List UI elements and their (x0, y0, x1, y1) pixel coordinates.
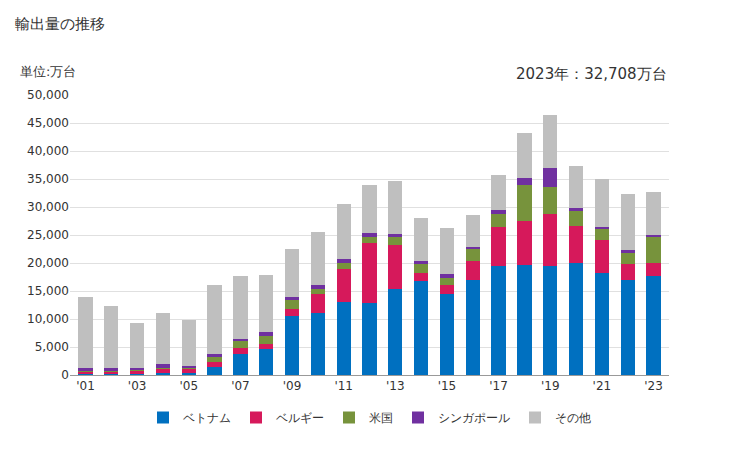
svg-text:30,000: 30,000 (27, 200, 69, 214)
svg-text:2023年：32,708万台: 2023年：32,708万台 (516, 65, 667, 83)
svg-text:'21: '21 (593, 379, 612, 393)
svg-text:シンガポール: シンガポール (438, 411, 510, 425)
svg-text:35,000: 35,000 (27, 172, 69, 186)
svg-text:米国: 米国 (369, 411, 393, 425)
svg-text:15,000: 15,000 (27, 284, 69, 298)
svg-text:ベルギー: ベルギー (276, 411, 324, 425)
svg-text:'11: '11 (334, 379, 353, 393)
svg-text:'15: '15 (438, 379, 457, 393)
svg-text:'07: '07 (231, 379, 250, 393)
svg-text:'17: '17 (489, 379, 508, 393)
svg-text:'13: '13 (386, 379, 405, 393)
svg-text:25,000: 25,000 (27, 228, 69, 242)
svg-text:'09: '09 (283, 379, 302, 393)
svg-text:'23: '23 (644, 379, 663, 393)
svg-text:0: 0 (61, 368, 69, 382)
svg-text:20,000: 20,000 (27, 256, 69, 270)
svg-text:40,000: 40,000 (27, 144, 69, 158)
svg-text:その他: その他 (555, 411, 591, 425)
svg-text:'05: '05 (179, 379, 198, 393)
svg-text:10,000: 10,000 (27, 312, 69, 326)
svg-text:50,000: 50,000 (27, 88, 69, 102)
svg-text:5,000: 5,000 (35, 340, 69, 354)
svg-text:'19: '19 (541, 379, 560, 393)
svg-text:'03: '03 (128, 379, 147, 393)
svg-text:輸出量の推移: 輸出量の推移 (15, 15, 105, 33)
svg-text:'01: '01 (76, 379, 95, 393)
svg-text:45,000: 45,000 (27, 116, 69, 130)
svg-text:単位:万台: 単位:万台 (20, 64, 76, 79)
svg-text:ベトナム: ベトナム (183, 411, 231, 425)
